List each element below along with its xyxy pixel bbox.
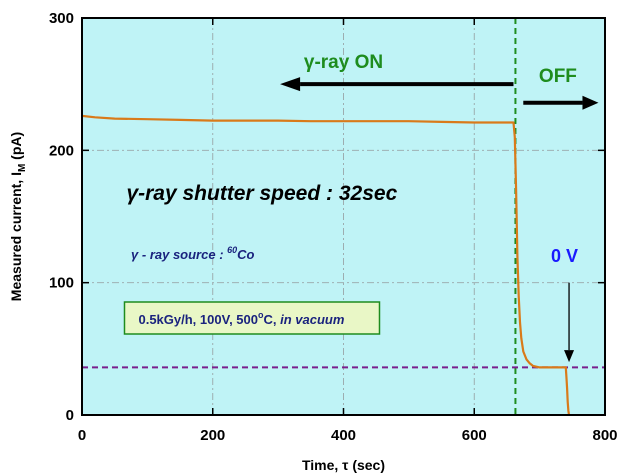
y-tick-label: 100 xyxy=(49,275,74,292)
x-tick-label: 200 xyxy=(200,427,225,444)
source-prefix: γ - ray source : xyxy=(131,247,227,262)
conditions-italic: in vacuum xyxy=(280,312,345,327)
zero-v-arrow xyxy=(564,282,575,363)
conditions-box xyxy=(123,301,381,335)
source-suffix: Co xyxy=(237,247,254,262)
x-tick-label: 600 xyxy=(462,427,487,444)
off-arrow xyxy=(523,95,599,110)
source-note: γ - ray source : 60Co xyxy=(131,245,255,262)
series-layer xyxy=(81,114,571,416)
series-line-1 xyxy=(81,114,571,416)
x-tick-label: 400 xyxy=(331,427,356,444)
plot-frame xyxy=(81,17,606,416)
gamma-on-label: γ-ray ON xyxy=(304,52,383,73)
reference-lines xyxy=(82,18,605,415)
x-axis-title: Time, τ (sec) xyxy=(302,457,385,473)
source-superscript: 60 xyxy=(227,245,237,255)
x-tick-label: 800 xyxy=(592,427,617,444)
arrow-head xyxy=(564,350,575,363)
conditions-main: 0.5kGy/h, 100V, 500 xyxy=(138,312,258,327)
conditions-text: 0.5kGy/h, 100V, 500oC, in vacuum xyxy=(138,310,344,327)
arrow-head xyxy=(582,95,599,110)
zero-v-label: 0 V xyxy=(551,246,578,266)
gamma-on-arrow xyxy=(280,77,514,92)
annotations: γ-ray ON OFF γ-ray shutter speed : 32sec… xyxy=(123,52,599,363)
off-label: OFF xyxy=(539,66,577,87)
conditions-degree: o xyxy=(258,310,264,320)
shutter-speed-note: γ-ray shutter speed : 32sec xyxy=(126,182,397,205)
y-tick-label: 300 xyxy=(49,10,74,27)
y-tick-label: 0 xyxy=(66,407,74,424)
y-tick-label: 200 xyxy=(49,142,74,159)
arrow-head xyxy=(280,77,301,92)
y-axis-title-text: Measured current, I xyxy=(8,172,24,301)
x-tick-label: 0 xyxy=(78,427,86,444)
y-axis-title: Measured current, IM (pA) xyxy=(8,132,28,301)
conditions-unit: C, xyxy=(264,312,281,327)
y-axis-title-unit: (pA) xyxy=(8,132,24,164)
y-axis-title-subscript: M xyxy=(17,164,28,172)
